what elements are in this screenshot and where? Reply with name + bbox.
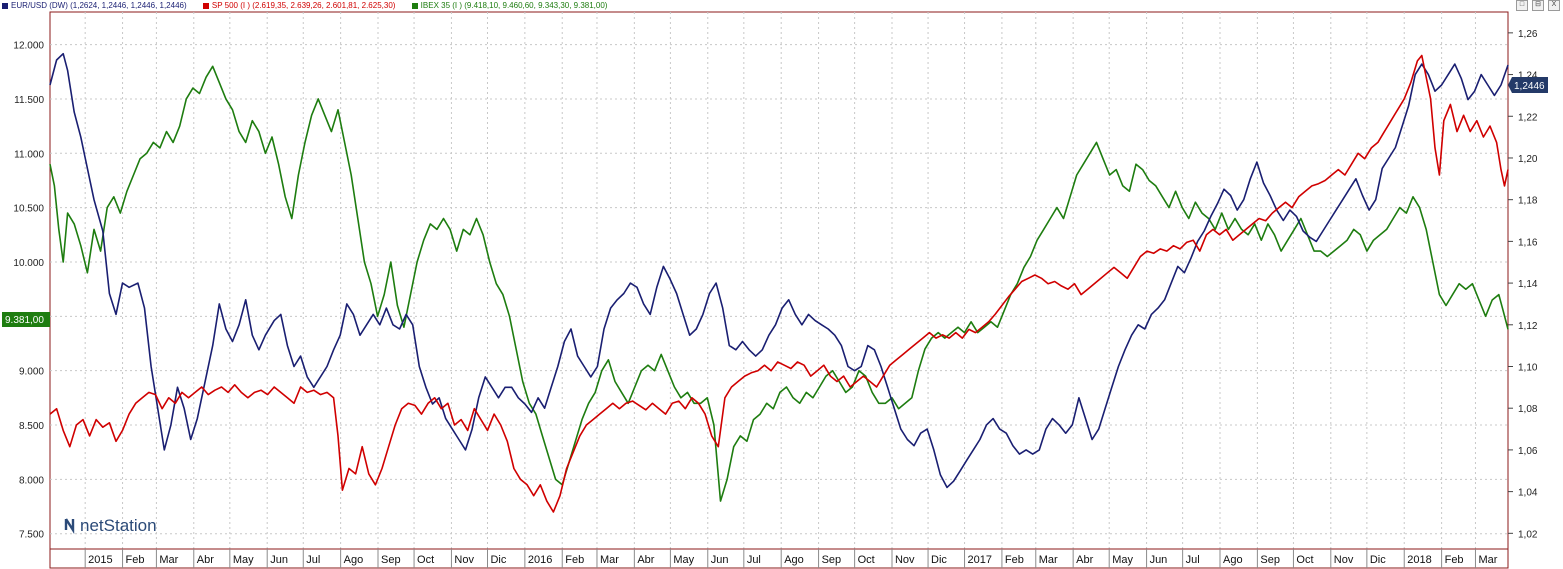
netstation-logo: netStation: [64, 516, 157, 535]
x-tick-label: Feb: [1005, 554, 1024, 566]
series-sp500-line: [49, 54, 1509, 513]
left-tick-label: 11.000: [14, 149, 44, 160]
logo-text: netStation: [80, 516, 157, 535]
left-tick-label: 12.000: [13, 41, 44, 52]
series-eurusd-line: [49, 52, 1509, 489]
x-tick-label: Mar: [159, 554, 178, 566]
x-axis: 2015 Feb Mar Abr May Jun Jul Ago Sep Oct Nov Dic 201…: [49, 548, 1509, 569]
x-tick-label: Mar: [1039, 554, 1058, 566]
minimize-button[interactable]: ⊟: [1532, 0, 1544, 11]
netstation-logo-icon: [64, 518, 75, 535]
x-tick-label: Jul: [747, 554, 761, 566]
x-tick-label: Mar: [600, 554, 619, 566]
right-tick-label: 1,24: [1518, 71, 1538, 82]
left-badge-text: 9.381,00: [5, 315, 44, 326]
x-tick-label: Dic: [931, 554, 947, 566]
x-axis-band: [49, 548, 1509, 569]
right-tick-label: 1,22: [1518, 112, 1538, 123]
x-tick-label: Jul: [1186, 554, 1200, 566]
right-tick-label: 1,02: [1518, 529, 1538, 540]
x-tick-label: Sep: [1260, 554, 1280, 566]
x-tick-label: Dic: [1370, 554, 1386, 566]
x-tick-label: 2018: [1407, 554, 1431, 566]
right-tick-label: 1,06: [1518, 446, 1538, 457]
right-tick-label: 1,16: [1518, 237, 1538, 248]
x-tick-label: Ago: [784, 554, 804, 566]
left-tick-label: 9.000: [19, 367, 44, 378]
right-badge-text: 1,2446: [1514, 81, 1545, 92]
series-color-icon: [411, 2, 418, 9]
right-tick-label: 1,08: [1518, 404, 1538, 415]
x-tick-label: Nov: [454, 554, 474, 566]
series-ibex-line: [49, 65, 1509, 502]
left-tick-label: 10.500: [13, 204, 44, 215]
right-axis: 1,02 1,04 1,06 1,08 1,10 1,12 1,14 1,16 1,18 1,20…: [1508, 29, 1538, 540]
right-tick-label: 1,20: [1518, 154, 1538, 165]
x-tick-label: 2015: [88, 554, 112, 566]
x-tick-label: Jun: [270, 554, 288, 566]
right-tick-label: 1,26: [1518, 29, 1538, 40]
x-tick-label: Sep: [822, 554, 842, 566]
x-tick-label: May: [673, 554, 694, 566]
x-tick-label: Oct: [417, 554, 434, 566]
x-tick-label: 2017: [968, 554, 992, 566]
x-tick-label: Ago: [344, 554, 364, 566]
right-badge-shape: [1508, 77, 1548, 93]
x-tick-label: Feb: [126, 554, 145, 566]
left-tick-label: 10.000: [13, 258, 44, 269]
left-axis: 7.5008.0008.5009.0009.50010.00010.50011.…: [13, 41, 44, 541]
right-tick-label: 1,04: [1518, 488, 1538, 499]
restore-button[interactable]: □: [1516, 0, 1528, 11]
close-button[interactable]: X: [1548, 0, 1560, 11]
x-tick-label: Oct: [1296, 554, 1313, 566]
x-tick-label: Abr: [637, 554, 654, 566]
x-tick-label: May: [233, 554, 254, 566]
series-color-icon: [202, 2, 209, 9]
x-tick-label: Feb: [1445, 554, 1464, 566]
left-tick-label: 11.500: [14, 95, 44, 106]
x-tick-label: Jun: [711, 554, 729, 566]
x-tick-label: Mar: [1478, 554, 1497, 566]
header-eurusd[interactable]: EUR/USD (DW) (1,2624, 1,2446, 1,2446, 1,…: [0, 1, 193, 10]
right-tick-label: 1,14: [1518, 279, 1538, 290]
series-layer: [49, 52, 1509, 513]
series-color-icon: [2, 2, 8, 9]
left-tick-label: 7.500: [19, 530, 44, 541]
right-tick-label: 1,18: [1518, 196, 1538, 207]
grid-layer: [50, 12, 1508, 549]
chart-header: EUR/USD (DW) (1,2624, 1,2446, 1,2446, 1,…: [0, 0, 1563, 11]
x-tick-label: Nov: [1334, 554, 1354, 566]
right-tick-label: 1,10: [1518, 362, 1538, 373]
header-ibex-text: IBEX 35 (I ) (9.418,10, 9.460,60, 9.343,…: [420, 1, 608, 10]
x-tick-label: Sep: [381, 554, 401, 566]
header-sp500-text: SP 500 (I ) (2.619,35, 2.639,26, 2.601,8…: [211, 1, 396, 10]
header-eurusd-text: EUR/USD (DW) (1,2624, 1,2446, 1,2446, 1,…: [11, 1, 187, 10]
header-sp500[interactable]: SP 500 (I ) (2.619,35, 2.639,26, 2.601,8…: [201, 1, 402, 10]
x-tick-label: Dic: [490, 554, 506, 566]
x-tick-label: Jun: [1150, 554, 1168, 566]
right-tick-label: 1,12: [1518, 321, 1538, 332]
x-tick-label: Ago: [1223, 554, 1243, 566]
left-badge-shape: [2, 312, 50, 327]
window-buttons: □ ⊟ X: [1516, 0, 1560, 11]
x-tick-label: Abr: [1076, 554, 1093, 566]
x-tick-label: Jul: [306, 554, 320, 566]
left-value-badge: 9.381,00: [2, 312, 50, 327]
left-tick-label: 8.000: [19, 475, 44, 486]
x-tick-label: Nov: [895, 554, 915, 566]
x-tick-label: Feb: [565, 554, 584, 566]
right-value-badge: 1,2446: [1508, 77, 1548, 93]
x-tick-label: 2016: [528, 554, 552, 566]
left-tick-label: 8.500: [19, 421, 44, 432]
x-tick-label: Oct: [858, 554, 875, 566]
plot-area: [49, 11, 1509, 551]
header-ibex[interactable]: IBEX 35 (I ) (9.418,10, 9.460,60, 9.343,…: [410, 1, 614, 10]
x-tick-label: May: [1112, 554, 1133, 566]
x-tick-label: Abr: [197, 554, 214, 566]
